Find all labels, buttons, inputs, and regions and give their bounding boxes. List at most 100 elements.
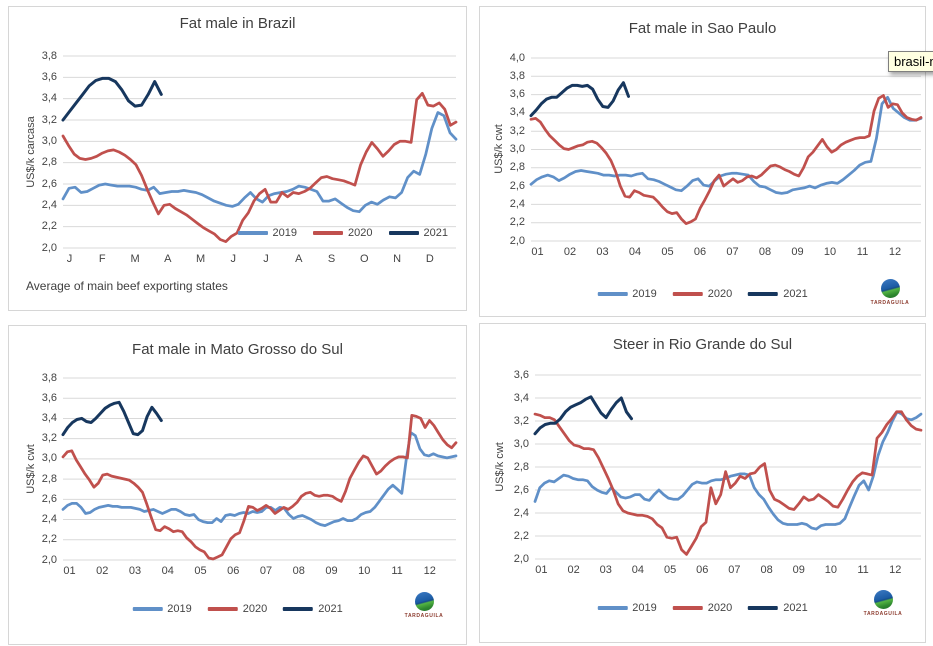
x-tick-label: 10	[823, 246, 837, 258]
y-tick-label: 2,0	[509, 234, 525, 247]
y-tick-label: 2,8	[41, 156, 57, 169]
x-tick-label: O	[360, 253, 369, 265]
plot-area-sao-paulo: 2,0 2,2 2,4 2,6 2,8 3,0 3,2 3,4 3,6 3,8 4,0 01 02 03 0…	[480, 7, 925, 316]
x-tick-label: 03	[128, 565, 142, 577]
legend-item-2020: 2020	[207, 603, 267, 615]
x-tick-label: 11	[391, 565, 403, 577]
legend-item-2021: 2021	[748, 602, 808, 614]
y-tick-label: 2,8	[509, 161, 525, 174]
legend-item-2020: 2020	[672, 602, 733, 614]
series-line-2020	[61, 91, 458, 243]
y-tick-label: 2,4	[509, 197, 525, 210]
legend-item-2021: 2021	[748, 288, 808, 300]
y-tick-label: 3,6	[513, 368, 529, 381]
legend: 2019 2020 2021	[597, 288, 808, 300]
x-tick-label: M	[195, 253, 206, 265]
y-tick-label: 2,6	[41, 492, 57, 505]
plot-area-brazil: 2,0 2,2 2,4 2,6 2,8 3,0 3,2 3,4 3,6 3,8 J F M A M J J A S O…	[9, 7, 466, 310]
logo-text: TARDAGUILA	[870, 300, 910, 306]
chart-canvas	[529, 57, 923, 242]
y-tick-label: 2,4	[41, 198, 57, 211]
series-line-2021	[533, 395, 633, 436]
plot-area-rio-grande: 2,0 2,2 2,4 2,6 2,8 3,0 3,2 3,4 3,6 01 02 03 04 05 06 0…	[480, 324, 925, 642]
tardaguila-logo: TARDAGUILA	[859, 279, 921, 306]
series-line-2019	[533, 410, 923, 531]
chart-canvas	[61, 377, 458, 561]
x-tick-label: 11	[857, 564, 869, 576]
x-tick-label: 02	[96, 565, 109, 577]
x-tick-label: 10	[358, 565, 371, 577]
chart-panel-rio-grande[interactable]: Steer in Rio Grande do Sul US$/k cwt 2,0…	[479, 323, 926, 643]
y-tick-label: 2,6	[41, 177, 57, 190]
x-tick-label: J	[230, 253, 237, 265]
y-tick-label: 3,4	[41, 411, 57, 424]
legend-item-2020: 2020	[672, 288, 732, 300]
chart-panel-sao-paulo[interactable]: Fat male in Sao Paulo US$/k cwt 2,0 2,2 2,…	[479, 6, 926, 317]
x-tick-label: 11	[856, 246, 869, 258]
series-line-2019	[61, 431, 458, 527]
y-tick-label: 2,6	[513, 483, 529, 496]
y-tick-label: 3,0	[41, 452, 57, 465]
legend-swatch	[132, 607, 163, 611]
x-tick-label: J	[263, 253, 269, 265]
legend-item-2021: 2021	[388, 227, 448, 239]
x-tick-label: F	[98, 253, 106, 265]
y-tick-label: 3,2	[41, 432, 57, 445]
x-tick-label: J	[66, 253, 73, 265]
chart-panel-mato-grosso[interactable]: Fat male in Mato Grosso do Sul US$/k cwt…	[8, 325, 467, 645]
x-tick-label: 09	[791, 246, 804, 258]
y-tick-label: 3,2	[513, 414, 529, 427]
x-tick-label: 04	[161, 565, 174, 577]
x-tick-label: 01	[63, 565, 76, 577]
x-tick-label: 01	[535, 564, 548, 576]
chart-canvas	[61, 55, 458, 249]
excel-tooltip: brasil-m	[888, 51, 933, 72]
x-tick-label: D	[425, 253, 434, 265]
chart-title-sao-paulo: Fat male in Sao Paulo	[628, 20, 777, 37]
y-tick-label: 4,0	[509, 51, 525, 64]
legend-label: 2019	[632, 288, 657, 300]
x-tick-label: 06	[696, 564, 709, 576]
y-tick-label: 3,8	[509, 69, 525, 82]
y-tick-label: 2,4	[513, 506, 529, 519]
legend-item-2019: 2019	[132, 603, 192, 615]
y-tick-label: 3,4	[509, 106, 525, 119]
globe-icon	[880, 279, 900, 298]
legend-item-2020: 2020	[313, 227, 373, 239]
x-tick-label: M	[130, 253, 140, 265]
legend-swatch	[748, 606, 779, 610]
legend-swatch	[597, 606, 628, 610]
series-line-2020	[533, 410, 923, 556]
x-tick-label: N	[393, 253, 402, 265]
y-tick-label: 2,2	[41, 533, 57, 546]
legend-label: 2020	[707, 602, 733, 614]
series-line-2020	[61, 414, 458, 561]
y-tick-label: 3,8	[41, 371, 57, 384]
y-tick-label: 2,6	[509, 179, 525, 192]
legend-swatch	[313, 231, 344, 235]
x-tick-label: S	[327, 253, 336, 265]
legend-swatch	[597, 292, 628, 296]
x-tick-label: 08	[760, 564, 773, 576]
x-tick-label: 07	[728, 564, 741, 576]
x-tick-label: 07	[726, 246, 739, 258]
x-tick-label: 12	[889, 564, 902, 576]
x-tick-label: 12	[423, 565, 436, 577]
x-tick-label: 08	[758, 246, 772, 258]
y-tick-label: 2,4	[41, 513, 57, 526]
x-tick-label: A	[295, 253, 303, 265]
y-tick-label: 2,0	[41, 241, 57, 254]
legend-swatch	[283, 607, 314, 611]
x-tick-label: A	[164, 253, 172, 265]
x-tick-label: 03	[596, 246, 609, 258]
globe-icon	[873, 590, 893, 609]
chart-panel-brazil[interactable]: Fat male in Brazil US$/k carcasa 2,0 2,2 2…	[8, 6, 467, 311]
legend-swatch	[748, 292, 779, 296]
x-tick-label: 08	[292, 565, 305, 577]
x-tick-label: 09	[325, 565, 338, 577]
legend-item-2019: 2019	[237, 227, 297, 239]
globe-icon	[414, 592, 434, 611]
x-tick-label: 03	[599, 564, 612, 576]
chart-canvas	[533, 374, 923, 560]
x-tick-label: 04	[628, 246, 642, 258]
